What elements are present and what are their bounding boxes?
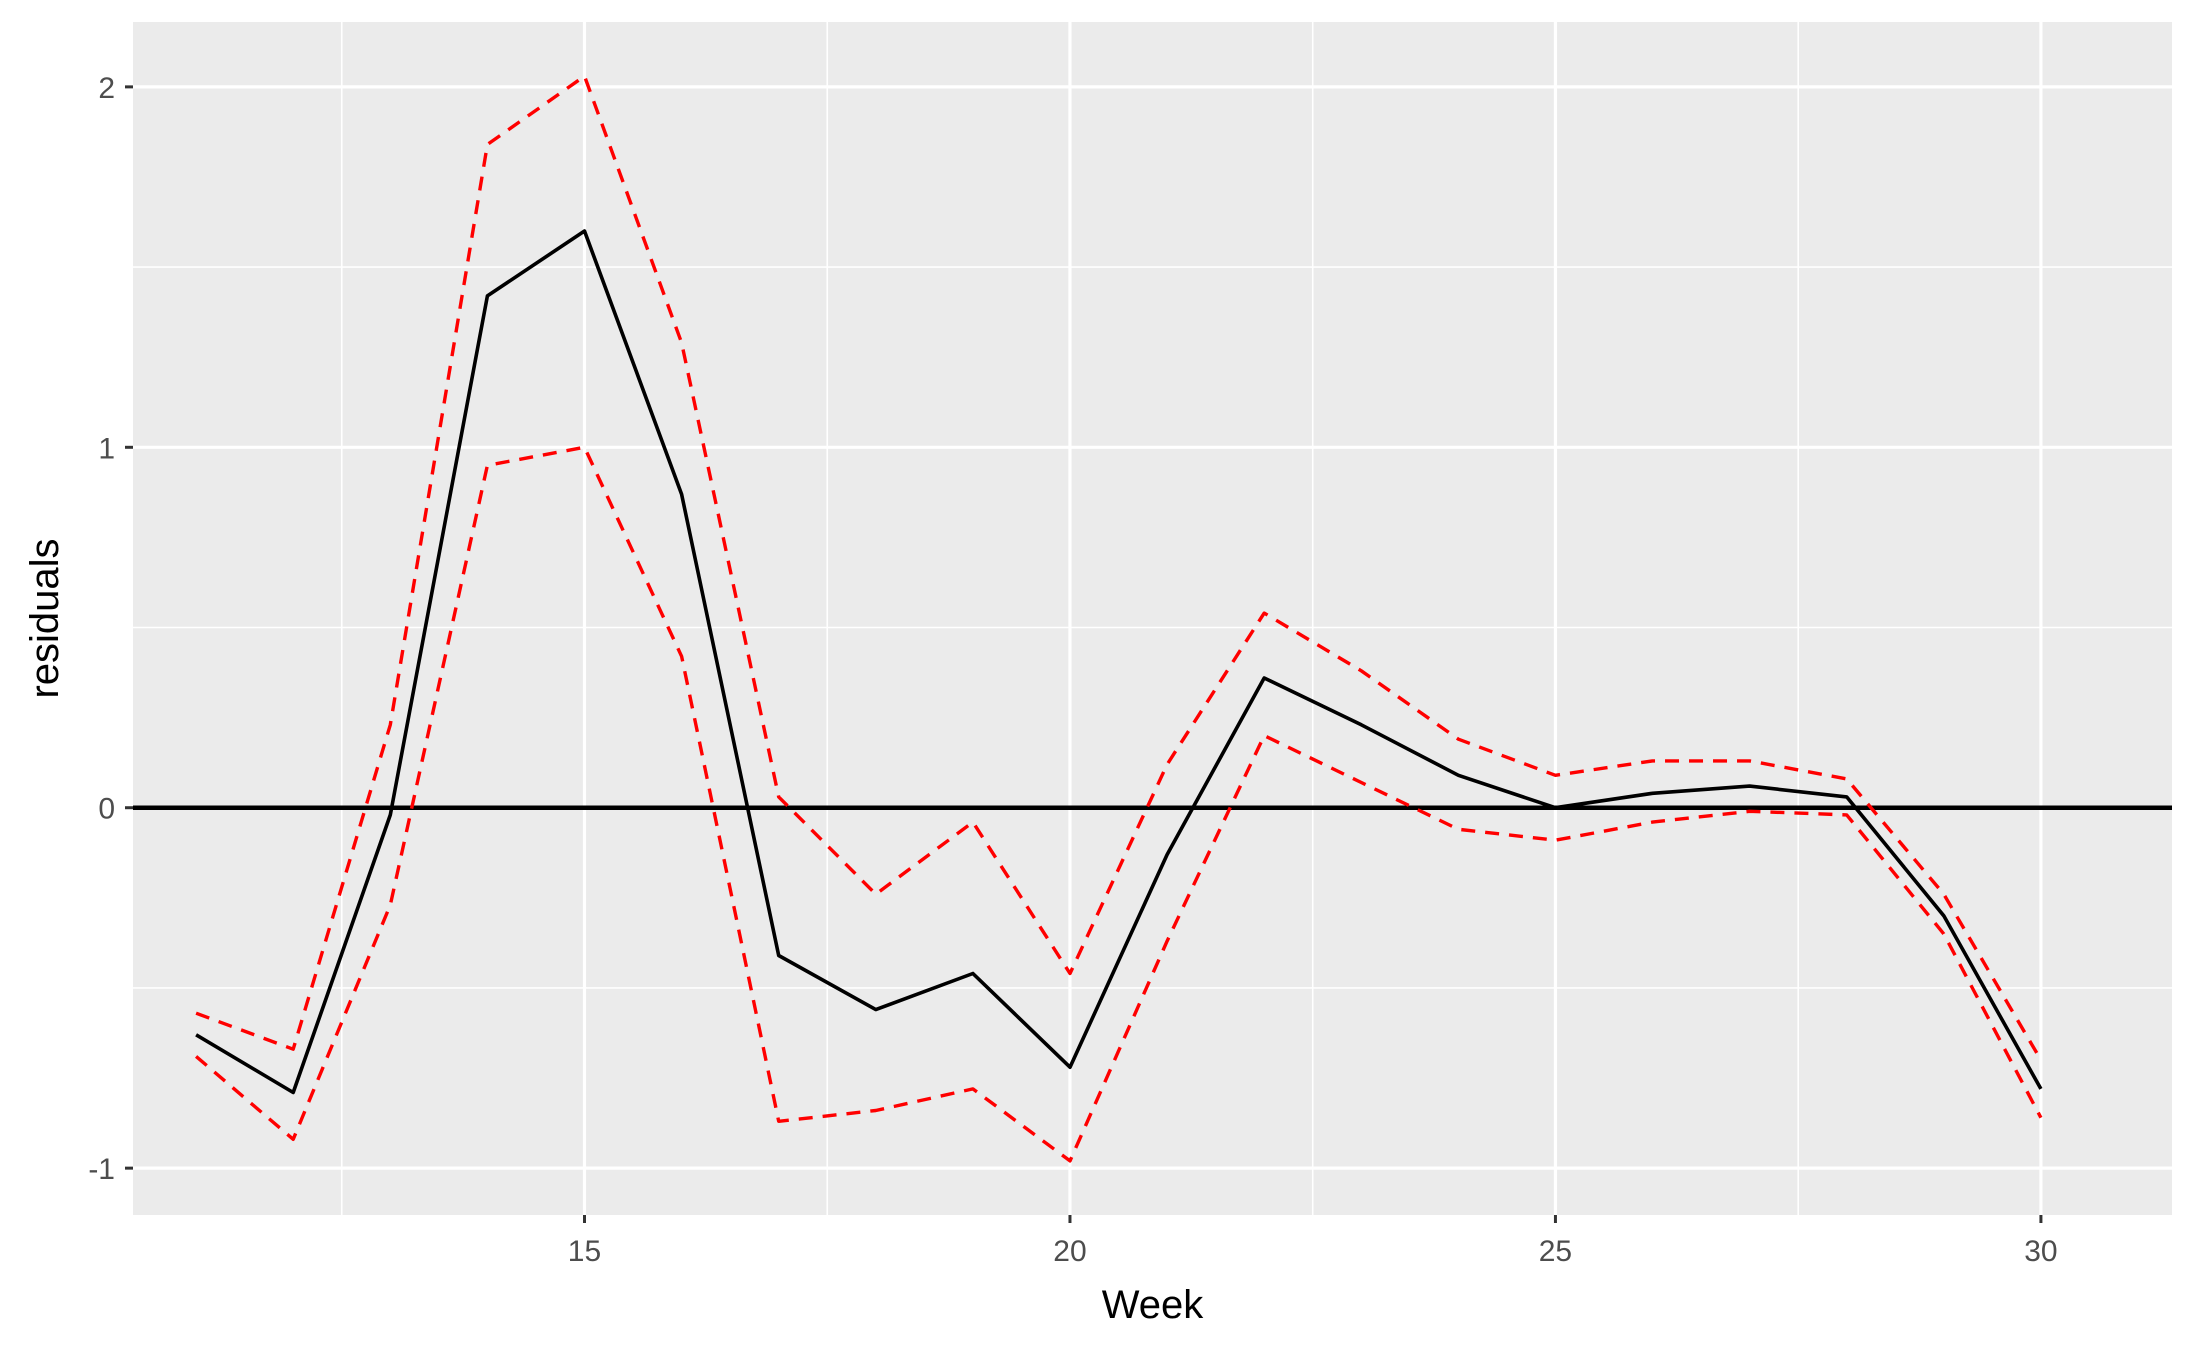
lower-bound-line bbox=[194, 445, 2043, 1163]
x-axis-ticks: 15 20 25 30 bbox=[568, 1215, 2058, 1268]
series-layer bbox=[194, 74, 2043, 1163]
x-tick-label: 20 bbox=[1053, 1235, 1086, 1268]
y-axis-ticks: -1 0 1 2 bbox=[88, 72, 133, 1186]
y-tick-label: -1 bbox=[88, 1153, 115, 1186]
plot-panel bbox=[133, 22, 2172, 1215]
y-axis-title: residuals bbox=[23, 538, 67, 698]
y-tick-label: 2 bbox=[98, 72, 115, 105]
y-tick-label: 0 bbox=[98, 793, 115, 826]
x-tick-label: 25 bbox=[1539, 1235, 1572, 1268]
x-tick-label: 15 bbox=[568, 1235, 601, 1268]
y-tick-label: 1 bbox=[98, 432, 115, 465]
x-tick-label: 30 bbox=[2024, 1235, 2057, 1268]
minor-gridlines bbox=[133, 22, 2172, 1215]
residuals-line bbox=[195, 229, 2043, 1095]
upper-bound-line bbox=[195, 74, 2043, 1061]
major-gridlines bbox=[133, 22, 2172, 1215]
x-axis-title: Week bbox=[1102, 1283, 1205, 1327]
